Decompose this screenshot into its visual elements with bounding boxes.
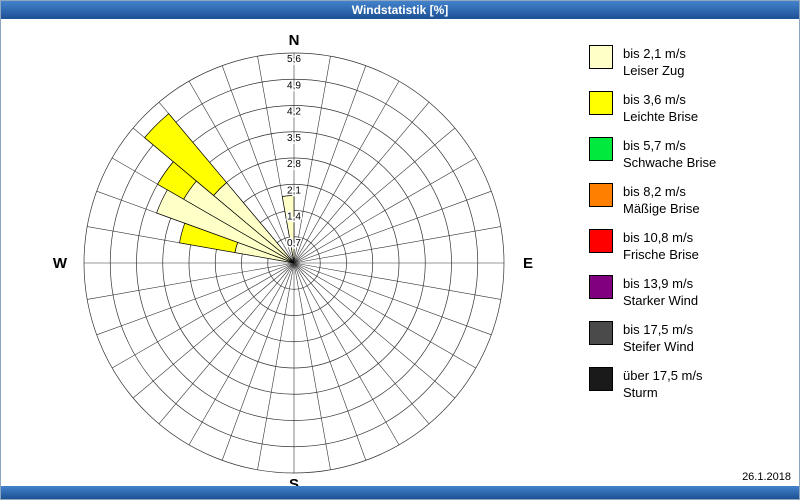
ring-label: 2,1 [287, 185, 301, 196]
legend-speed-label: bis 17,5 m/s [623, 322, 694, 337]
legend-color-swatch [589, 137, 613, 161]
legend-speed-label: bis 8,2 m/s [623, 184, 686, 199]
legend-class-name: Sturm [623, 385, 658, 400]
legend-text: bis 17,5 m/s Steifer Wind [623, 321, 694, 355]
ring-label: 3,5 [287, 133, 301, 144]
legend-text: über 17,5 m/s Sturm [623, 367, 703, 401]
legend-item: bis 13,9 m/s Starker Wind [589, 275, 789, 309]
grid-spoke [293, 190, 492, 264]
ring-label: 2,8 [287, 159, 301, 170]
bottom-bar [1, 486, 799, 499]
legend-speed-label: bis 5,7 m/s [623, 138, 686, 153]
ring-label: 5,6 [287, 54, 301, 65]
compass-label-w: W [53, 255, 68, 272]
legend-item: bis 3,6 m/s Leichte Brise [589, 91, 789, 125]
legend-class-name: Leiser Zug [623, 63, 685, 78]
compass-label-e: E [523, 255, 533, 272]
legend-item: bis 5,7 m/s Schwache Brise [589, 137, 789, 171]
grid-spoke [293, 262, 400, 446]
grid-spoke [293, 127, 456, 264]
compass-label-n: N [289, 32, 300, 49]
grid-spoke [188, 80, 295, 264]
legend-speed-label: bis 3,6 m/s [623, 92, 686, 107]
wind-sector-segment [156, 189, 295, 264]
legend-item: bis 8,2 m/s Mäßige Brise [589, 183, 789, 217]
date-label: 26.1.2018 [742, 471, 791, 483]
legend-color-swatch [589, 321, 613, 345]
grid-spoke [293, 262, 456, 399]
grid-spoke [188, 262, 295, 446]
legend-class-name: Schwache Brise [623, 155, 717, 170]
grid-spoke [293, 80, 400, 264]
legend-class-name: Starker Wind [623, 293, 699, 308]
legend-class-name: Leichte Brise [623, 109, 699, 124]
grid-spoke [293, 226, 501, 264]
grid-spoke [293, 56, 331, 264]
legend-class-name: Frische Brise [623, 247, 699, 262]
legend-item: über 17,5 m/s Sturm [589, 367, 789, 401]
grid-spoke [293, 65, 367, 264]
legend-color-swatch [589, 183, 613, 207]
wind-sector-segment [281, 195, 295, 264]
grid-spoke [96, 262, 295, 336]
legend-speed-label: über 17,5 m/s [623, 368, 703, 383]
legend-text: bis 5,7 m/s Schwache Brise [623, 137, 716, 171]
legend-color-swatch [589, 229, 613, 253]
legend-text: bis 2,1 m/s Leiser Zug [623, 45, 686, 79]
grid-spoke [293, 262, 492, 336]
ring-label: 4,9 [287, 80, 301, 91]
legend-item: bis 17,5 m/s Steifer Wind [589, 321, 789, 355]
legend-color-swatch [589, 275, 613, 299]
wind-sector-segment [179, 222, 239, 253]
grid-spoke [221, 262, 295, 461]
legend-item: bis 2,1 m/s Leiser Zug [589, 45, 789, 79]
window-title: Windstatistik [%] [351, 3, 449, 17]
legend-color-swatch [589, 45, 613, 69]
legend-class-name: Mäßige Brise [623, 201, 700, 216]
grid-spoke [293, 157, 477, 264]
ring-label: 0,7 [287, 238, 301, 249]
legend: bis 2,1 m/s Leiser Zug bis 3,6 m/s Leichte … [589, 45, 789, 413]
wind-sector-segment [144, 113, 228, 197]
grid-spoke [293, 262, 430, 425]
legend-text: bis 10,8 m/s Frische Brise [623, 229, 699, 263]
legend-speed-label: bis 10,8 m/s [623, 230, 694, 245]
legend-text: bis 8,2 m/s Mäßige Brise [623, 183, 700, 217]
grid-spoke [293, 262, 477, 369]
legend-speed-label: bis 2,1 m/s [623, 46, 686, 61]
grid-spoke [293, 262, 501, 300]
legend-color-swatch [589, 91, 613, 115]
grid-spoke [221, 65, 295, 264]
grid-spoke [132, 262, 295, 399]
grid-spoke [293, 101, 430, 264]
grid-spoke [87, 262, 295, 300]
legend-text: bis 13,9 m/s Starker Wind [623, 275, 698, 309]
title-bar: Windstatistik [%] [1, 1, 799, 19]
legend-speed-label: bis 13,9 m/s [623, 276, 694, 291]
legend-class-name: Steifer Wind [623, 339, 694, 354]
grid-spoke [158, 262, 295, 425]
ring-label: 1,4 [287, 212, 301, 223]
compass-label-s: S [289, 476, 299, 493]
legend-text: bis 3,6 m/s Leichte Brise [623, 91, 698, 125]
grid-spoke [111, 262, 295, 369]
ring-label: 4,2 [287, 107, 301, 118]
wind-sector-segment [157, 161, 197, 200]
grid-spoke [293, 262, 367, 461]
legend-color-swatch [589, 367, 613, 391]
legend-item: bis 10,8 m/s Frische Brise [589, 229, 789, 263]
grid-spoke [257, 262, 295, 470]
grid-spoke [293, 262, 331, 470]
